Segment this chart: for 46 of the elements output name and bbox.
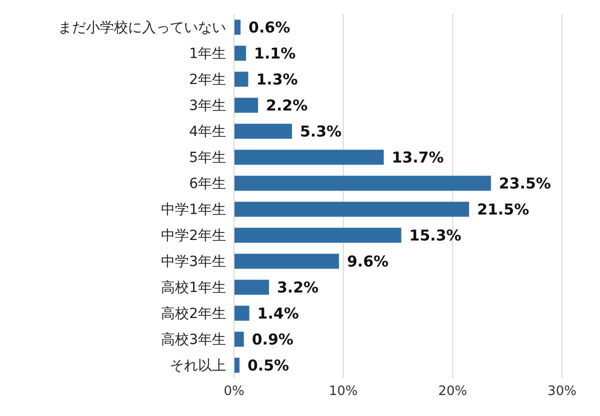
data-label: 0.6% [248, 18, 290, 37]
data-label: 3.2% [276, 278, 319, 297]
y-tick-label: 高校3年生 [161, 332, 226, 348]
data-label: 13.7% [392, 148, 444, 167]
bar [234, 254, 339, 269]
y-tick-label: 6年生 [189, 176, 226, 192]
y-tick-label: それ以上 [170, 358, 226, 374]
data-label: 2.2% [266, 96, 308, 115]
y-tick-label: 中学1年生 [161, 202, 226, 218]
y-tick-label: 5年生 [189, 150, 226, 166]
y-tick-label: 中学3年生 [161, 254, 226, 270]
y-tick-label: 2年生 [189, 72, 226, 88]
bar [234, 202, 470, 217]
y-tick-label: 1年生 [189, 46, 226, 62]
bar [234, 176, 491, 191]
y-tick-label: 高校2年生 [161, 306, 226, 322]
data-label: 1.4% [257, 304, 299, 323]
data-label: 21.5% [477, 200, 530, 219]
y-tick-label: 3年生 [189, 98, 226, 114]
bar [234, 306, 250, 321]
bar [234, 98, 258, 113]
data-label: 9.6% [346, 252, 389, 271]
data-label: 1.1% [254, 44, 296, 63]
bar [234, 20, 241, 35]
bar [234, 228, 402, 243]
y-tick-label: 中学2年生 [161, 228, 226, 244]
x-tick-label: 30% [548, 384, 576, 400]
x-tick-label: 10% [328, 384, 358, 400]
y-tick-label: まだ小学校に入っていない [58, 20, 226, 36]
bar [234, 72, 248, 87]
x-tick-label: 0% [224, 384, 244, 400]
data-label: 1.3% [256, 70, 298, 89]
y-tick-label: 4年生 [189, 124, 226, 140]
data-label: 15.3% [409, 226, 462, 245]
data-label: 5.3% [300, 122, 342, 141]
x-tick-label: 20% [438, 384, 468, 400]
bar [234, 280, 269, 295]
y-tick-label: 高校1年生 [161, 280, 226, 296]
bar [234, 124, 292, 139]
bar [234, 46, 246, 61]
bar [234, 358, 240, 373]
bar [234, 332, 244, 347]
data-label: 0.9% [252, 330, 294, 349]
data-label: 0.5% [247, 356, 290, 375]
bar [234, 150, 384, 165]
data-label: 23.5% [498, 174, 551, 193]
